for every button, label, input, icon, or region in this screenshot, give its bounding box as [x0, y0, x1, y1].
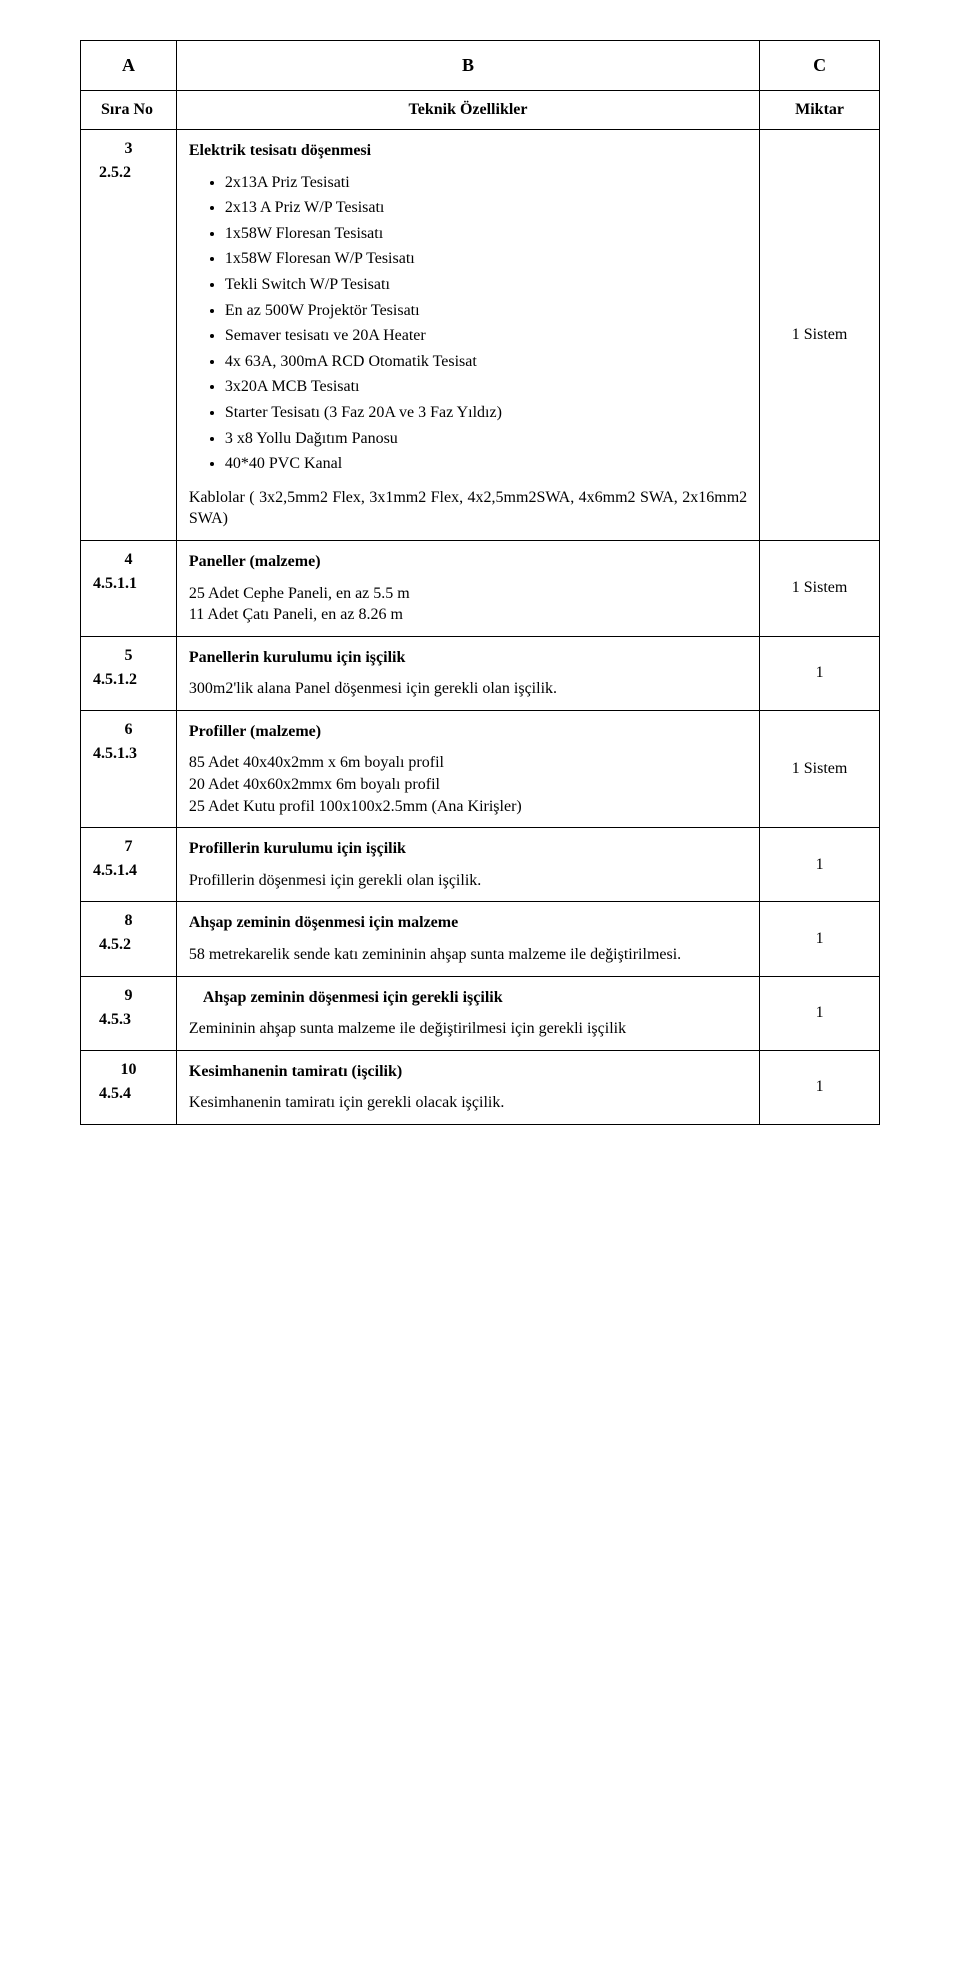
row-7-sira: 7 4.5.1.4: [81, 828, 177, 902]
header-b: B: [176, 41, 759, 91]
row-5-title: Panellerin kurulumu için işçilik: [189, 647, 747, 669]
row-8-sira: 8 4.5.2: [81, 902, 177, 976]
row-4-sira-bottom: 4.5.1.1: [93, 575, 164, 593]
header-row-abc: A B C: [81, 41, 880, 91]
row-3-bullet: 3 x8 Yollu Dağıtım Panosu: [225, 428, 747, 450]
row-9-miktar: 1: [760, 976, 880, 1050]
row-8-para: 58 metrekarelik sende katı zemininin ahş…: [189, 944, 747, 966]
row-4-miktar: 1 Sistem: [760, 540, 880, 636]
header-c: C: [760, 41, 880, 91]
row-6: 6 4.5.1.3 Profiller (malzeme) 85 Adet 40…: [81, 710, 880, 827]
row-9-sira: 9 4.5.3: [81, 976, 177, 1050]
row-4-line2: 11 Adet Çatı Paneli, en az 8.26 m: [189, 604, 747, 626]
row-3-sira-bottom: 2.5.2: [93, 164, 164, 182]
row-4-sira: 4 4.5.1.1: [81, 540, 177, 636]
row-8-content: Ahşap zeminin döşenmesi için malzeme 58 …: [176, 902, 759, 976]
row-3-bullet: 3x20A MCB Tesisatı: [225, 376, 747, 398]
row-3-bullet: Tekli Switch W/P Tesisatı: [225, 274, 747, 296]
row-6-line3: 25 Adet Kutu profil 100x100x2.5mm (Ana K…: [189, 796, 747, 818]
row-7-miktar: 1: [760, 828, 880, 902]
row-3-bullet: 1x58W Floresan W/P Tesisatı: [225, 248, 747, 270]
row-9-sira-bottom: 4.5.3: [93, 1011, 164, 1029]
row-3-sira: 3 2.5.2: [81, 130, 177, 541]
row-5-para: 300m2'lik alana Panel döşenmesi için ger…: [189, 678, 747, 700]
row-10-title: Kesimhanenin tamiratı (işcilik): [189, 1061, 747, 1083]
row-7-para: Profillerin döşenmesi için gerekli olan …: [189, 870, 747, 892]
row-5-sira-top: 5: [93, 647, 164, 665]
row-7-sira-bottom: 4.5.1.4: [93, 862, 164, 880]
row-3-bullet: 4x 63A, 300mA RCD Otomatik Tesisat: [225, 351, 747, 373]
row-9-para: Zemininin ahşap sunta malzeme ile değişt…: [189, 1018, 747, 1040]
row-8-sira-bottom: 4.5.2: [93, 936, 164, 954]
row-10-content: Kesimhanenin tamiratı (işcilik) Kesimhan…: [176, 1050, 759, 1124]
row-10-sira-bottom: 4.5.4: [93, 1085, 164, 1103]
row-4: 4 4.5.1.1 Paneller (malzeme) 25 Adet Cep…: [81, 540, 880, 636]
row-3: 3 2.5.2 Elektrik tesisatı döşenmesi 2x13…: [81, 130, 880, 541]
row-8-title: Ahşap zeminin döşenmesi için malzeme: [189, 912, 747, 934]
row-7-content: Profillerin kurulumu için işçilik Profil…: [176, 828, 759, 902]
row-3-bullet: 2x13 A Priz W/P Tesisatı: [225, 197, 747, 219]
row-3-bullet: 2x13A Priz Tesisati: [225, 172, 747, 194]
row-7: 7 4.5.1.4 Profillerin kurulumu için işçi…: [81, 828, 880, 902]
row-5-sira-bottom: 4.5.1.2: [93, 671, 164, 689]
row-3-sira-top: 3: [93, 140, 164, 158]
row-5-sira: 5 4.5.1.2: [81, 636, 177, 710]
row-3-para: Kablolar ( 3x2,5mm2 Flex, 3x1mm2 Flex, 4…: [189, 487, 747, 530]
row-3-title: Elektrik tesisatı döşenmesi: [189, 140, 747, 162]
row-6-miktar: 1 Sistem: [760, 710, 880, 827]
row-6-line2: 20 Adet 40x60x2mmx 6m boyalı profil: [189, 774, 747, 796]
subheader-teknik: Teknik Özellikler: [176, 91, 759, 130]
row-3-bullet: En az 500W Projektör Tesisatı: [225, 300, 747, 322]
row-6-content: Profiller (malzeme) 85 Adet 40x40x2mm x …: [176, 710, 759, 827]
row-5: 5 4.5.1.2 Panellerin kurulumu için işçil…: [81, 636, 880, 710]
row-4-line1: 25 Adet Cephe Paneli, en az 5.5 m: [189, 583, 747, 605]
row-9: 9 4.5.3 Ahşap zeminin döşenmesi için ger…: [81, 976, 880, 1050]
row-8-miktar: 1: [760, 902, 880, 976]
row-4-title: Paneller (malzeme): [189, 551, 747, 573]
subheader-miktar: Miktar: [760, 91, 880, 130]
row-3-bullet: Semaver tesisatı ve 20A Heater: [225, 325, 747, 347]
row-3-bullet: 1x58W Floresan Tesisatı: [225, 223, 747, 245]
row-6-sira-top: 6: [93, 721, 164, 739]
row-3-content: Elektrik tesisatı döşenmesi 2x13A Priz T…: [176, 130, 759, 541]
subheader-row: Sıra No Teknik Özellikler Miktar: [81, 91, 880, 130]
header-a: A: [81, 41, 177, 91]
row-10-sira: 10 4.5.4: [81, 1050, 177, 1124]
row-8-sira-top: 8: [93, 912, 164, 930]
row-4-content: Paneller (malzeme) 25 Adet Cephe Paneli,…: [176, 540, 759, 636]
row-6-sira: 6 4.5.1.3: [81, 710, 177, 827]
row-6-line1: 85 Adet 40x40x2mm x 6m boyalı profil: [189, 752, 747, 774]
row-7-title: Profillerin kurulumu için işçilik: [189, 838, 747, 860]
spec-table: A B C Sıra No Teknik Özellikler Miktar 3…: [80, 40, 880, 1125]
row-3-miktar: 1 Sistem: [760, 130, 880, 541]
row-8: 8 4.5.2 Ahşap zeminin döşenmesi için mal…: [81, 902, 880, 976]
row-9-sira-top: 9: [93, 987, 164, 1005]
row-5-content: Panellerin kurulumu için işçilik 300m2'l…: [176, 636, 759, 710]
row-7-sira-top: 7: [93, 838, 164, 856]
row-9-title: Ahşap zeminin döşenmesi için gerekli işç…: [203, 987, 747, 1009]
row-3-bullets: 2x13A Priz Tesisati 2x13 A Priz W/P Tesi…: [207, 172, 747, 475]
row-6-sira-bottom: 4.5.1.3: [93, 745, 164, 763]
row-9-content: Ahşap zeminin döşenmesi için gerekli işç…: [176, 976, 759, 1050]
row-10-miktar: 1: [760, 1050, 880, 1124]
subheader-sira: Sıra No: [81, 91, 177, 130]
row-5-miktar: 1: [760, 636, 880, 710]
row-4-sira-top: 4: [93, 551, 164, 569]
row-10-para: Kesimhanenin tamiratı için gerekli olaca…: [189, 1092, 747, 1114]
row-3-bullet: 40*40 PVC Kanal: [225, 453, 747, 475]
row-10: 10 4.5.4 Kesimhanenin tamiratı (işcilik)…: [81, 1050, 880, 1124]
row-10-sira-top: 10: [93, 1061, 164, 1079]
row-6-title: Profiller (malzeme): [189, 721, 747, 743]
row-3-bullet: Starter Tesisatı (3 Faz 20A ve 3 Faz Yıl…: [225, 402, 747, 424]
